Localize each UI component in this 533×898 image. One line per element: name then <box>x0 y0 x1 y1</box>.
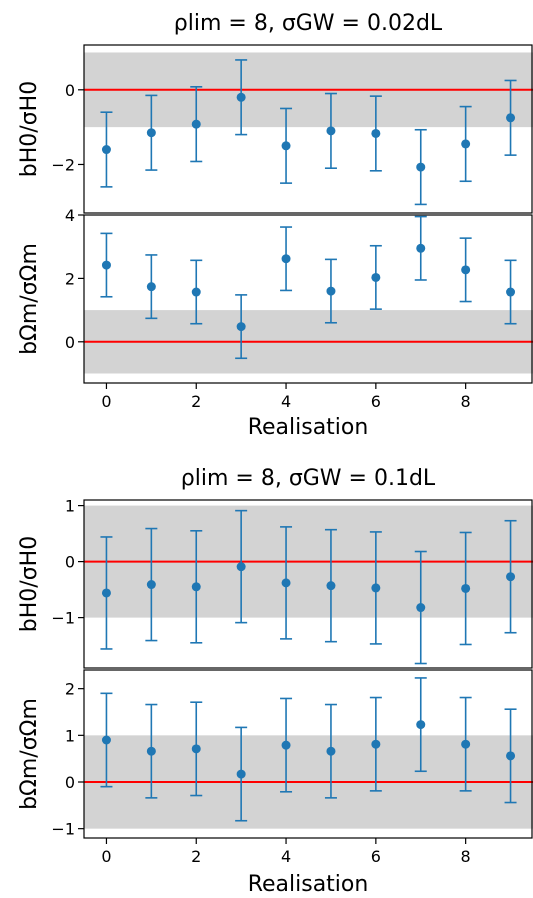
chart-bottom: ρlim = 8, σGW = 0.1dL Realisation −1 0 1 bH… <box>17 466 533 897</box>
data-point <box>326 286 336 296</box>
data-point <box>281 141 291 151</box>
axes-frame <box>83 214 533 384</box>
data-point <box>101 260 111 270</box>
plot-area <box>84 52 533 206</box>
data-point <box>146 746 156 756</box>
data-point <box>101 735 111 745</box>
x-tick-label: 2 <box>191 847 201 866</box>
data-point <box>191 744 201 754</box>
data-point <box>191 119 201 129</box>
chart-top: ρlim = 8, σGW = 0.02dL Realisation −2 0 bH… <box>17 11 533 440</box>
data-point <box>371 739 381 749</box>
y-axis-label: bΩm/σΩm <box>17 698 42 810</box>
data-point <box>146 282 156 292</box>
axes-frame <box>83 669 533 839</box>
data-point <box>416 720 426 730</box>
y-tick-label: 0 <box>65 553 75 572</box>
x-tick-label: 8 <box>461 847 471 866</box>
x-tick-label: 8 <box>461 392 471 411</box>
x-axis-label: Realisation <box>248 872 369 897</box>
data-point <box>506 572 516 582</box>
data-point <box>146 128 156 138</box>
data-point <box>236 562 246 572</box>
data-point <box>371 272 381 282</box>
panel-h0: −1 0 1 bH0/σH0 <box>17 497 533 669</box>
y-axis-label: bH0/σH0 <box>17 81 42 177</box>
y-tick-label: 1 <box>65 726 75 745</box>
data-point <box>461 583 471 593</box>
data-point <box>461 265 471 275</box>
y-tick-label: −1 <box>51 820 75 839</box>
y-tick-label: 0 <box>65 333 75 352</box>
data-point <box>281 578 291 588</box>
data-point <box>416 603 426 613</box>
y-tick-label: −1 <box>51 609 75 628</box>
chart-title: ρlim = 8, σGW = 0.02dL <box>174 11 443 36</box>
data-point <box>146 580 156 590</box>
data-point <box>191 287 201 297</box>
data-point <box>461 739 471 749</box>
data-point <box>371 583 381 593</box>
panel-omega-m: 0 2 4 0 2 4 6 8 bΩm/σΩm <box>17 206 533 411</box>
y-tick-label: 0 <box>65 773 75 792</box>
axes-frame <box>83 499 533 669</box>
chart-title: ρlim = 8, σGW = 0.1dL <box>181 466 436 491</box>
data-point <box>326 581 336 591</box>
y-tick-label: 2 <box>65 269 75 288</box>
x-tick-label: 0 <box>101 392 111 411</box>
plot-area <box>84 505 533 665</box>
data-point <box>326 746 336 756</box>
x-tick-label: 6 <box>371 392 381 411</box>
y-tick-label: 0 <box>65 81 75 100</box>
data-point <box>371 128 381 138</box>
data-point <box>281 254 291 264</box>
data-point <box>461 139 471 149</box>
y-axis-label: bH0/σH0 <box>17 536 42 632</box>
plot-area <box>84 677 533 829</box>
x-tick-label: 6 <box>371 847 381 866</box>
x-tick-label: 2 <box>191 392 201 411</box>
panel-omega-m: −1 0 1 2 0 2 4 6 8 bΩm/σΩm <box>17 669 533 866</box>
data-point <box>191 582 201 592</box>
panel-h0: −2 0 bH0/σH0 <box>17 44 533 214</box>
y-tick-label: −2 <box>51 155 75 174</box>
data-point <box>326 126 336 136</box>
plot-area <box>84 215 533 374</box>
data-point <box>416 162 426 172</box>
axes-frame <box>83 44 533 214</box>
data-point <box>236 769 246 779</box>
data-point <box>506 113 516 123</box>
data-point <box>236 322 246 332</box>
y-tick-label: 1 <box>65 497 75 516</box>
x-axis-label: Realisation <box>248 415 369 440</box>
x-tick-label: 4 <box>281 847 291 866</box>
data-point <box>101 588 111 598</box>
data-point <box>101 145 111 155</box>
data-point <box>506 751 516 761</box>
y-tick-label: 2 <box>65 680 75 699</box>
data-point <box>281 740 291 750</box>
data-point <box>236 92 246 102</box>
y-tick-label: 4 <box>65 206 75 225</box>
data-point <box>506 287 516 297</box>
y-axis-label: bΩm/σΩm <box>17 243 42 355</box>
x-tick-label: 0 <box>101 847 111 866</box>
x-tick-label: 4 <box>281 392 291 411</box>
data-point <box>416 243 426 253</box>
